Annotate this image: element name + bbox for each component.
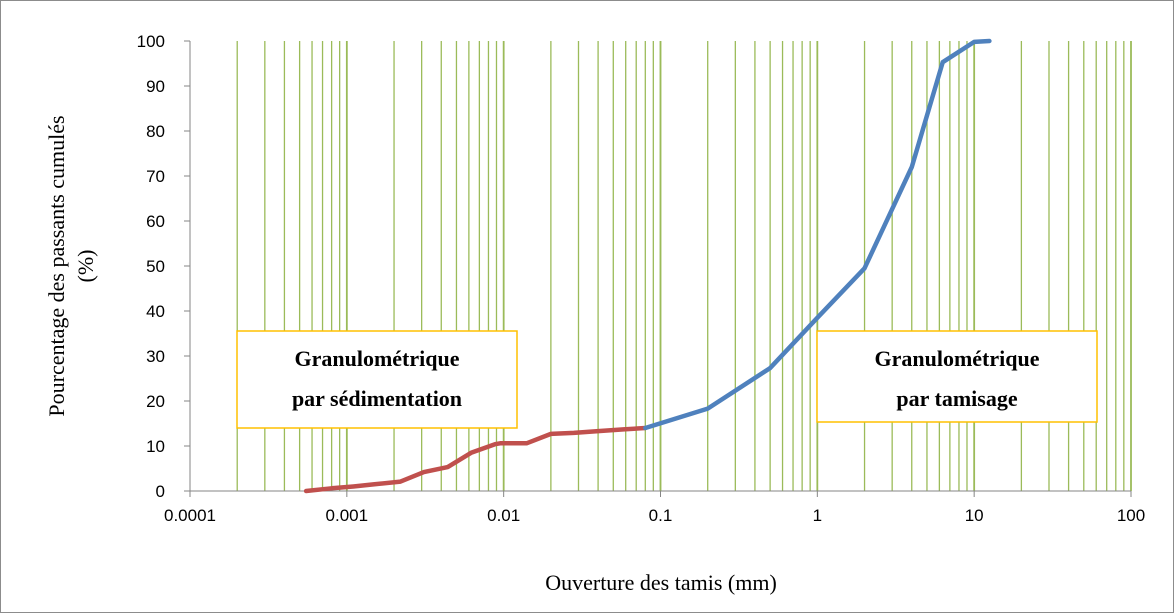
y-axis-title-line2: (%) bbox=[73, 250, 98, 283]
series-lines bbox=[303, 38, 992, 494]
annotation-tamisage-line2: par tamisage bbox=[896, 386, 1017, 411]
x-tick-label: 0.001 bbox=[326, 506, 369, 525]
axes bbox=[184, 40, 1132, 497]
y-tick-label: 100 bbox=[137, 32, 165, 51]
y-tick-label: 60 bbox=[146, 212, 165, 231]
annotation-tamisage: Granulométrique par tamisage bbox=[816, 330, 1098, 423]
y-tick-labels: 0 10 20 30 40 50 60 70 80 90 100 bbox=[137, 32, 165, 501]
x-tick-label: 0.01 bbox=[487, 506, 520, 525]
annotation-box-sedimentation bbox=[236, 330, 518, 429]
y-tick-label: 30 bbox=[146, 347, 165, 366]
y-tick-label: 10 bbox=[146, 437, 165, 456]
x-tick-label: 10 bbox=[965, 506, 984, 525]
y-tick-label: 90 bbox=[146, 77, 165, 96]
x-axis-title: Ouverture des tamis (mm) bbox=[545, 570, 777, 595]
annotation-sedimentation-line1: Granulométrique bbox=[295, 346, 460, 371]
annotation-tamisage-line1: Granulométrique bbox=[875, 346, 1040, 371]
y-tick-label: 20 bbox=[146, 392, 165, 411]
series-line-1 bbox=[303, 425, 648, 494]
annotation-sedimentation: Granulométrique par sédimentation bbox=[236, 330, 518, 429]
y-tick-label: 70 bbox=[146, 167, 165, 186]
annotation-box-tamisage bbox=[816, 330, 1098, 423]
x-tick-label: 0.1 bbox=[649, 506, 673, 525]
y-tick-label: 0 bbox=[156, 482, 165, 501]
x-tick-labels: 0.0001 0.001 0.01 0.1 1 10 100 bbox=[164, 506, 1145, 525]
x-tick-label: 100 bbox=[1117, 506, 1145, 525]
y-tick-label: 80 bbox=[146, 122, 165, 141]
y-tick-label: 40 bbox=[146, 302, 165, 321]
series-line-2 bbox=[643, 38, 992, 431]
y-tick-label: 50 bbox=[146, 257, 165, 276]
annotation-sedimentation-line2: par sédimentation bbox=[292, 386, 462, 411]
y-axis-title-line1: Pourcentage des passants cumulés bbox=[44, 115, 69, 416]
x-tick-label: 1 bbox=[813, 506, 822, 525]
x-tick-label: 0.0001 bbox=[164, 506, 216, 525]
